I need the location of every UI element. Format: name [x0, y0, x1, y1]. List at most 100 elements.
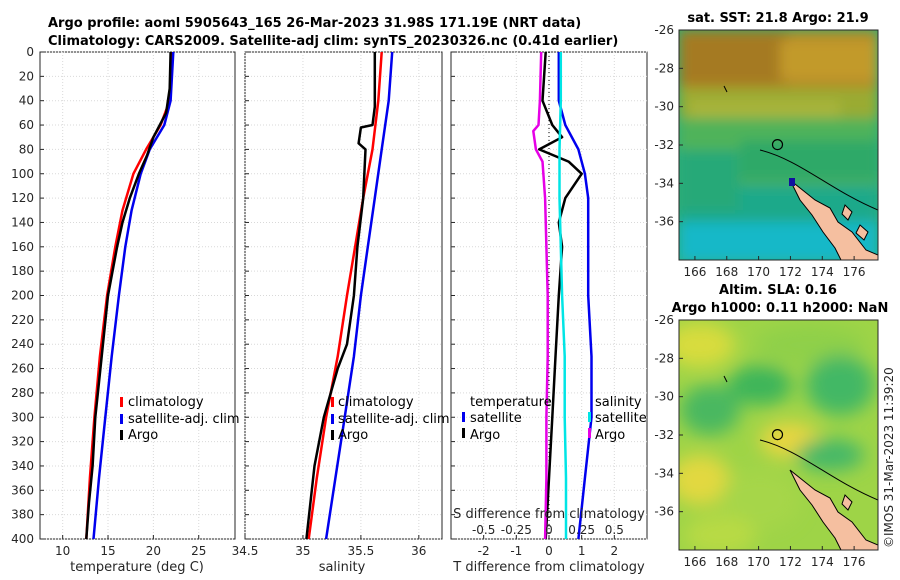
y-tick-label: 120	[11, 191, 34, 205]
lat-tick-label: -30	[654, 100, 674, 114]
lat-tick-label: -30	[654, 390, 674, 404]
x-tick-label: 20	[146, 544, 161, 558]
s-tick-label: 0	[545, 523, 553, 537]
lon-tick-label: 168	[715, 555, 738, 569]
y-tick-label: 180	[11, 264, 34, 278]
series-line-climatology	[307, 52, 383, 539]
salinity-legend: climatology satellite-adj. clim Argo	[331, 395, 450, 443]
y-tick-label: 360	[11, 483, 34, 497]
x-tick-label: 25	[191, 544, 206, 558]
legend-label-salinity: salinity	[595, 395, 642, 410]
lon-tick-label: 168	[715, 265, 738, 279]
sla-map: Altim. SLA: 0.16 Argo h1000: 0.11 h2000:…	[654, 283, 888, 569]
t-difference-legend: temperature satellite Argo	[462, 395, 552, 443]
salinity-xlabel: salinity	[319, 560, 366, 575]
x-tick-label: 0	[545, 544, 553, 558]
lat-tick-label: -32	[654, 138, 674, 152]
sst-map-title: sat. SST: 21.8 Argo: 21.9	[687, 11, 868, 26]
y-tick-label: 240	[11, 337, 34, 351]
sla-field	[679, 323, 874, 550]
series-line-argo	[305, 52, 377, 539]
legend-label-s-satellite: satellite	[595, 411, 647, 426]
depth-contour	[759, 439, 878, 501]
land-islet	[841, 494, 853, 511]
sst-field	[679, 30, 878, 260]
land-islet	[841, 204, 853, 221]
lon-tick-label: 176	[843, 265, 866, 279]
lon-tick-label: 170	[747, 265, 770, 279]
land-mass	[789, 179, 878, 260]
y-tick-label: 100	[11, 167, 34, 181]
legend-label-t-satellite: satellite	[470, 411, 522, 426]
lat-tick-label: -32	[654, 428, 674, 442]
lat-tick-label: -28	[654, 61, 674, 75]
series-line-satellite-adj-clim	[92, 52, 175, 539]
legend-swatch-satellite	[331, 414, 334, 424]
legend-swatch-argo	[120, 430, 123, 440]
legend-label-climatology: climatology	[338, 395, 414, 410]
lat-tick-label: -34	[654, 176, 674, 190]
legend-swatch-climatology	[120, 397, 123, 407]
legend-swatch-argo	[331, 430, 334, 440]
temperature-panel: 10 15 20 25 0 20 40 60 80 100 120 140 160 180 200 220 24…	[11, 45, 240, 575]
x-tick-label: 35.5	[348, 544, 375, 558]
s-tick-label: 0.25	[568, 523, 595, 537]
lon-tick-label: 170	[747, 555, 770, 569]
s-tick-label: 0.5	[605, 523, 624, 537]
lat-tick-label: -28	[654, 351, 674, 365]
legend-label-argo: Argo	[128, 428, 158, 443]
legend-swatch-s-argo	[588, 428, 591, 438]
argo-position-marker	[771, 139, 784, 151]
series-line-salinity-argo	[532, 52, 549, 539]
y-tick-label: 280	[11, 386, 34, 400]
x-tick-label: 15	[100, 544, 115, 558]
legend-swatch-satellite	[120, 414, 123, 424]
series-line-satellite-adj-clim	[324, 52, 394, 539]
lon-tick-label: 172	[779, 265, 802, 279]
imos-credit: ©IMOS 31-Mar-2023 11:39:20	[882, 367, 896, 548]
legend-swatch-t-satellite	[462, 412, 465, 422]
lat-tick-label: -36	[654, 505, 674, 519]
y-tick-label: 300	[11, 410, 34, 424]
temperature-xlabel: temperature (deg C)	[70, 560, 204, 575]
y-tick-label: 320	[11, 435, 34, 449]
y-tick-label: 260	[11, 362, 34, 376]
x-tick-label: 10	[55, 544, 70, 558]
y-tick-label: 40	[19, 94, 34, 108]
x-tick-label: -1	[510, 544, 522, 558]
lat-tick-label: -36	[654, 215, 674, 229]
x-tick-label: 34.5	[232, 544, 259, 558]
coast-speck	[723, 85, 728, 93]
lon-tick-label: 174	[811, 555, 834, 569]
y-tick-label: 160	[11, 240, 34, 254]
lat-tick-label: -26	[654, 23, 674, 37]
lon-tick-label: 166	[683, 555, 706, 569]
lon-tick-label: 176	[843, 555, 866, 569]
legend-swatch-climatology	[331, 397, 334, 407]
y-tick-label: 0	[26, 45, 34, 59]
y-tick-label: 140	[11, 215, 34, 229]
legend-swatch-t-argo	[462, 428, 465, 438]
sst-map: sat. SST: 21.8 Argo: 21.9 16	[654, 11, 879, 279]
y-tick-label: 80	[19, 142, 34, 156]
series-line-salinity-satellite	[558, 52, 568, 539]
figure-title-line1: Argo profile: aoml 5905643_165 26-Mar-20…	[48, 16, 581, 31]
legend-swatch-s-satellite	[588, 412, 591, 422]
legend-label-satellite: satellite-adj. clim	[338, 412, 450, 427]
x-tick-label: 35	[295, 544, 310, 558]
y-tick-label: 380	[11, 508, 34, 522]
s-difference-label: S difference from climatology	[453, 507, 645, 522]
lon-tick-label: 166	[683, 265, 706, 279]
argo-position-marker	[771, 429, 784, 441]
y-tick-label: 200	[11, 289, 34, 303]
y-tick-label: 340	[11, 459, 34, 473]
y-tick-label: 20	[19, 69, 34, 83]
lon-tick-label: 172	[779, 555, 802, 569]
lat-tick-label: -26	[654, 313, 674, 327]
y-tick-label: 220	[11, 313, 34, 327]
legend-label-climatology: climatology	[128, 395, 204, 410]
x-tick-label: 1	[578, 544, 586, 558]
legend-label-t-argo: Argo	[470, 428, 500, 443]
sla-map-subtitle: Argo h1000: 0.11 h2000: NaN	[672, 301, 889, 316]
x-tick-label: 36	[411, 544, 426, 558]
